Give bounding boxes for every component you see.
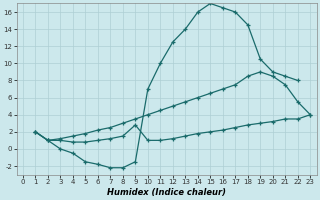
- X-axis label: Humidex (Indice chaleur): Humidex (Indice chaleur): [107, 188, 226, 197]
